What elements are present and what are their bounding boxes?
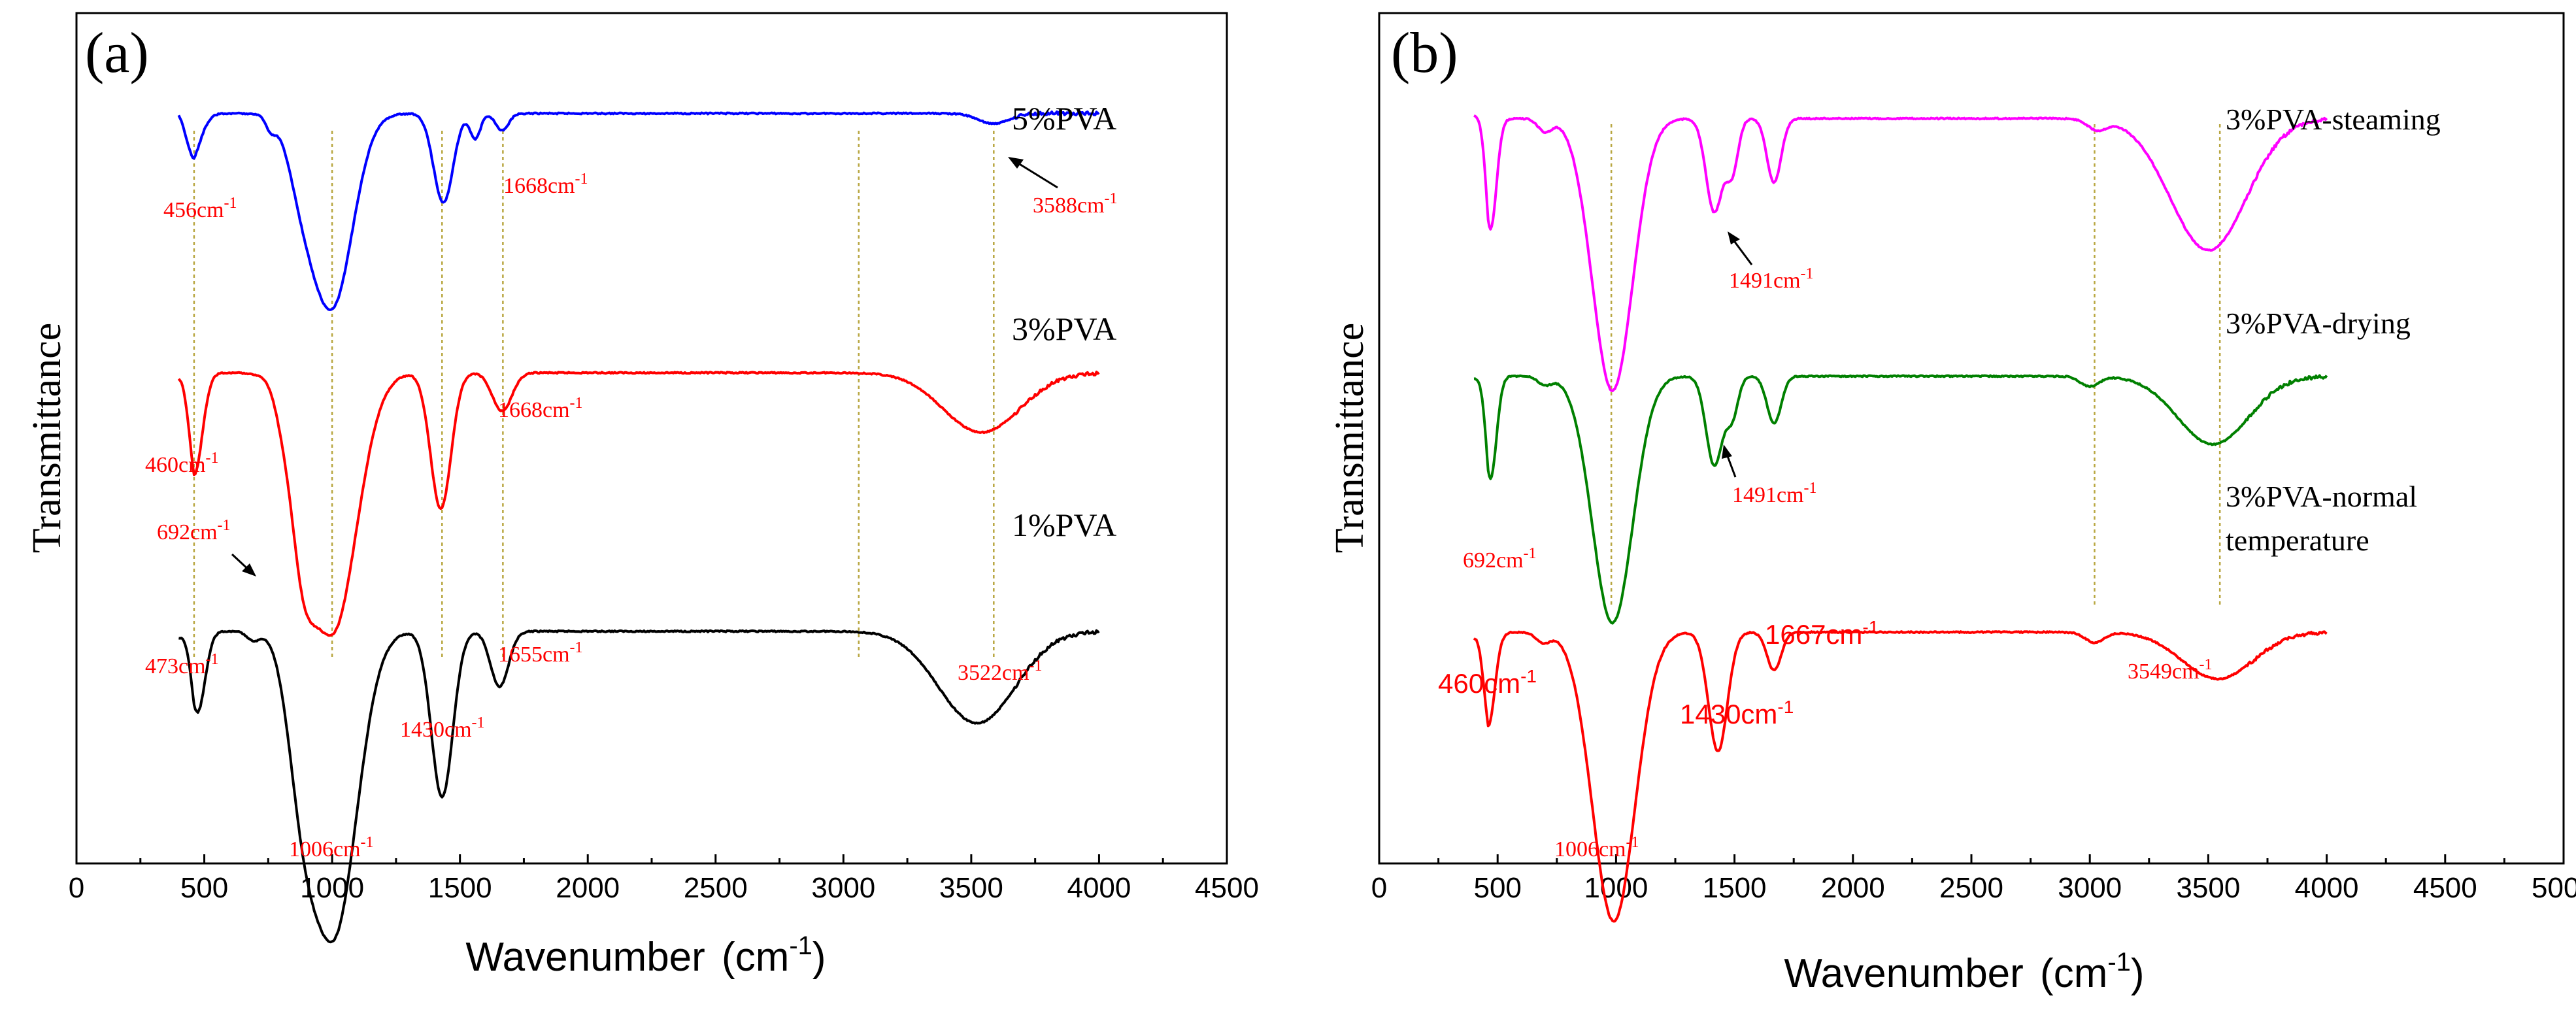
panel-b-xlabel-close: ) bbox=[2131, 951, 2145, 996]
panel-a-xlabel: Wavenumber (cm-1) bbox=[465, 931, 826, 980]
label-normal-1: 3%PVA-normal bbox=[2226, 480, 2417, 513]
peak-b-460: 460cm-1 bbox=[1438, 666, 1537, 699]
peak-b-1006: 1006cm-1 bbox=[1554, 834, 1639, 861]
panel-a-xlabel-sup: -1 bbox=[789, 931, 812, 960]
spectrum-3-pva-steaming bbox=[1473, 114, 2328, 392]
x-tick-label: 1500 bbox=[1703, 872, 1767, 904]
x-tick-label: 4500 bbox=[1195, 872, 1259, 904]
x-tick-label: 2000 bbox=[556, 872, 620, 904]
x-tick-label: 0 bbox=[69, 872, 84, 904]
spectrum-3-pva-drying bbox=[1473, 374, 2328, 625]
panel-b-frame bbox=[1378, 12, 2565, 865]
x-tick-label: 4500 bbox=[2413, 872, 2477, 904]
spectrum-1-pva bbox=[178, 629, 1100, 944]
panel-a-ticks: 0 500 1000 1500 2000 2500 3000 3500 4000 4500 bbox=[69, 854, 1259, 904]
spectrum-5-pva bbox=[177, 110, 1100, 311]
panel-b-xlabel-main: Wavenumber bbox=[1784, 951, 2023, 996]
x-tick-label: 2500 bbox=[684, 872, 748, 904]
panel-a-guides bbox=[193, 131, 995, 660]
peak-b-1491-top: 1491cm-1 bbox=[1729, 265, 1814, 293]
x-tick-label: 1000 bbox=[1584, 872, 1648, 904]
peak-3588: 3588cm-1 bbox=[1033, 190, 1118, 218]
label-1pva: 1%PVA bbox=[1012, 507, 1116, 543]
peak-b-3549: 3549cm-1 bbox=[2128, 656, 2213, 684]
peak-460: 460cm-1 bbox=[145, 450, 219, 477]
peak-692: 692cm-1 bbox=[157, 517, 231, 544]
spectrum-3-pva bbox=[177, 371, 1100, 637]
label-5pva: 5%PVA bbox=[1012, 100, 1116, 137]
peak-b-1491-mid: 1491cm-1 bbox=[1732, 480, 1817, 507]
x-tick-label: 3500 bbox=[2176, 872, 2240, 904]
x-tick-label: 3500 bbox=[939, 872, 1003, 904]
panel-a-xlabel-unit: (cm bbox=[722, 935, 789, 980]
panel-b-ticks: 0 500 1000 1500 2000 2500 3000 3500 4000 4500 5000 bbox=[1371, 854, 2576, 904]
spectrum-3-pva-normal-temperature bbox=[1473, 630, 2328, 923]
x-tick-label: 2500 bbox=[1939, 872, 2003, 904]
x-tick-label: 1500 bbox=[428, 872, 492, 904]
arrow-b-1491-mid bbox=[1722, 444, 1737, 478]
x-tick-label: 3000 bbox=[811, 872, 875, 904]
peak-1430: 1430cm-1 bbox=[400, 714, 485, 742]
panel-a-xlabel-main: Wavenumber bbox=[465, 935, 705, 980]
label-steaming: 3%PVA-steaming bbox=[2226, 103, 2441, 136]
panel-b-ylabel: Transmittance bbox=[1328, 323, 1372, 553]
panel-b-label: (b) bbox=[1391, 22, 1458, 85]
x-tick-label: 4000 bbox=[2295, 872, 2359, 904]
x-tick-label: 0 bbox=[1371, 872, 1387, 904]
x-tick-label: 500 bbox=[180, 872, 228, 904]
x-tick-label: 4000 bbox=[1067, 872, 1131, 904]
panel-b-xlabel: Wavenumber (cm-1) bbox=[1784, 948, 2144, 996]
panel-a-frame bbox=[75, 12, 1228, 865]
peak-456: 456cm-1 bbox=[163, 195, 237, 222]
peak-b-1667: 1667cm-1 bbox=[1765, 617, 1879, 650]
peak-1668-top: 1668cm-1 bbox=[503, 171, 588, 198]
panel-b-xlabel-sup: -1 bbox=[2107, 948, 2131, 977]
arrow-692 bbox=[231, 553, 256, 576]
peak-1668-mid: 1668cm-1 bbox=[498, 395, 583, 422]
panel-a: 0 500 1000 1500 2000 2500 3000 3500 4000 4500 (a)… bbox=[25, 12, 1259, 980]
arrow-b-1491-top bbox=[1728, 231, 1753, 265]
panel-a-xlabel-close: ) bbox=[812, 935, 826, 980]
peak-473: 473cm-1 bbox=[145, 651, 219, 678]
peak-1655: 1655cm-1 bbox=[498, 639, 583, 667]
panel-a-series bbox=[177, 110, 1100, 944]
panel-b-xlabel-unit: (cm bbox=[2040, 951, 2107, 996]
x-tick-label: 3000 bbox=[2058, 872, 2122, 904]
panel-b-series bbox=[1473, 114, 2328, 923]
panel-a-label: (a) bbox=[85, 22, 149, 85]
x-tick-label: 2000 bbox=[1821, 872, 1885, 904]
x-tick-label: 5000 bbox=[2532, 872, 2576, 904]
label-3pva: 3%PVA bbox=[1012, 310, 1116, 347]
peak-3522: 3522cm-1 bbox=[958, 658, 1043, 685]
arrow-3588 bbox=[1008, 157, 1058, 189]
x-tick-label: 500 bbox=[1473, 872, 1521, 904]
peak-1006: 1006cm-1 bbox=[289, 834, 374, 861]
label-normal-2: temperature bbox=[2226, 524, 2369, 557]
panel-b: 0 500 1000 1500 2000 2500 3000 3500 4000 4500 5000… bbox=[1328, 12, 2576, 996]
peak-b-692: 692cm-1 bbox=[1463, 545, 1537, 573]
panel-a-ylabel: Transmittance bbox=[25, 323, 69, 553]
label-drying: 3%PVA-drying bbox=[2226, 307, 2411, 340]
panel-b-guides bbox=[1610, 124, 2221, 608]
peak-b-1430: 1430cm-1 bbox=[1680, 697, 1794, 729]
